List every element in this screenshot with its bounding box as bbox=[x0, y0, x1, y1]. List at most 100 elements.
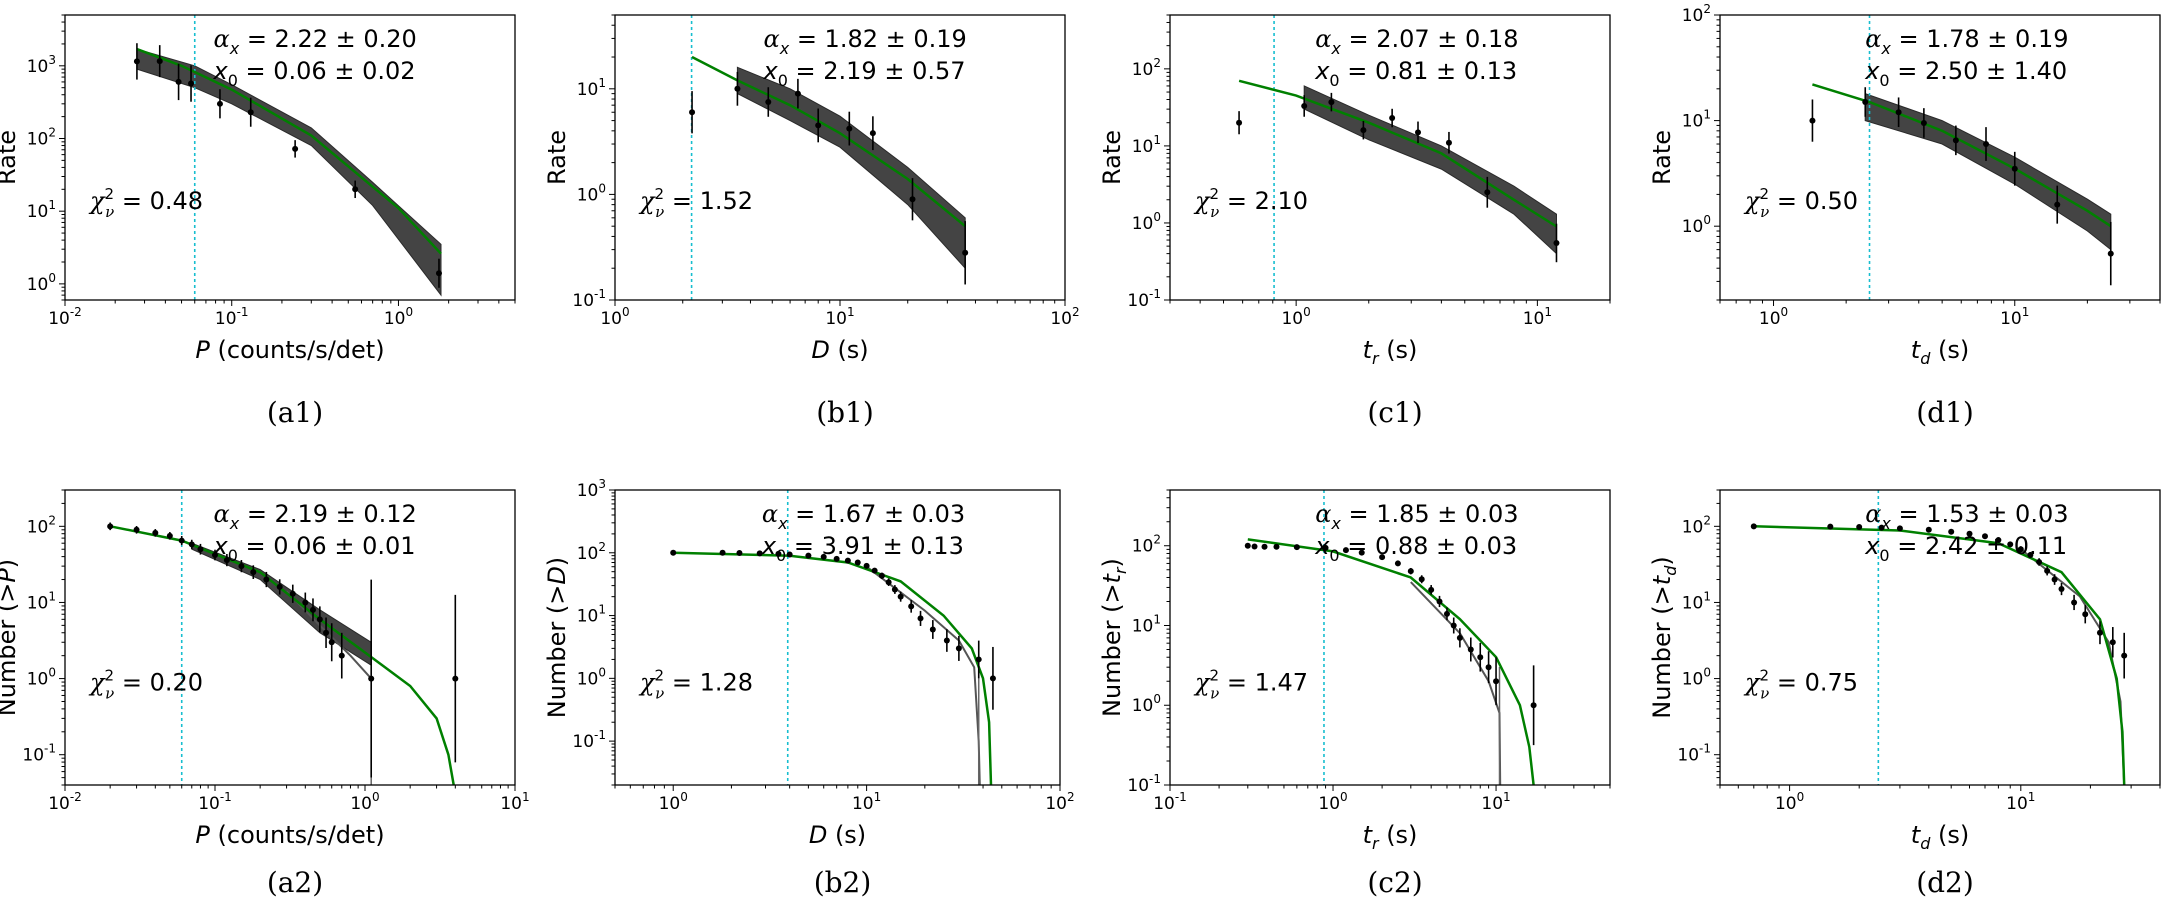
panel-a2-chi2-annotation: χ2 ν = 0.20 bbox=[88, 667, 203, 703]
panel-a2-model-line bbox=[109, 525, 455, 785]
panel-c1-y-tick-label: 10-1 bbox=[1127, 287, 1161, 311]
panel-a2-y-tick-label: 100 bbox=[27, 666, 56, 690]
panel-a1-x-tick-label: 10-1 bbox=[215, 305, 249, 329]
panel-c2-data-point bbox=[1379, 554, 1386, 561]
panel-d1-data-point bbox=[1983, 141, 1990, 148]
panel-b1-y-tick-label: 100 bbox=[577, 181, 606, 205]
panel-d1-x-tick-label: 101 bbox=[2000, 305, 2029, 329]
panel-a1-data-point bbox=[292, 145, 299, 152]
panel-b2-frame bbox=[614, 489, 1061, 786]
panel-a2-y-axis-label: Number (>P) bbox=[0, 559, 21, 716]
panel-c1-x-axis-label: tr (s) bbox=[1363, 336, 1418, 368]
panel-d2-data-point bbox=[2058, 586, 2065, 593]
panel-a1-x0-annotation: x0 = 0.06 ± 0.02 bbox=[213, 57, 416, 90]
panel-b2-data-point bbox=[989, 675, 996, 682]
panel-d1-caption: (d1) bbox=[1916, 396, 1974, 429]
panel-a1-frame bbox=[64, 14, 516, 301]
panel-d2-x0-annotation: x0 = 2.42 ± 0.11 bbox=[1864, 532, 2067, 565]
panel-a2-data-point bbox=[197, 546, 204, 553]
panel-b2-data-point bbox=[670, 549, 677, 556]
panel-b1-y-tick-label: 101 bbox=[577, 76, 606, 100]
panel-a2-data-point bbox=[289, 590, 296, 597]
panel-b2-y-tick-label: 101 bbox=[577, 603, 606, 627]
panel-d2-data-point bbox=[2027, 552, 2034, 559]
panel-a2-gray-model-line bbox=[285, 590, 372, 680]
panel-b1-data-point bbox=[689, 109, 696, 116]
panel-a2-data-point bbox=[316, 616, 323, 623]
panel-d2: 100 101 10-1 100 101 102 td (s) Number (>td) αx … bbox=[1648, 489, 2161, 899]
panel-b1-x0-annotation: x0 = 2.19 ± 0.57 bbox=[763, 57, 966, 90]
panel-c1-y-tick-label: 101 bbox=[1132, 133, 1161, 157]
panel-d1-alpha-annotation: αx = 1.78 ± 0.19 bbox=[1865, 25, 2068, 58]
panel-d2-data-point bbox=[2109, 639, 2116, 646]
panel-c2-y-tick-label: 10-1 bbox=[1127, 772, 1161, 796]
panel-b1-data-point bbox=[765, 99, 772, 106]
panel-c2-y-tick-label: 102 bbox=[1132, 533, 1161, 557]
panel-b1-data-point bbox=[794, 90, 801, 97]
panel-d2-y-tick-label: 101 bbox=[1682, 589, 1711, 613]
panel-c1-model-line bbox=[1238, 79, 1558, 228]
panel-b2-x0-annotation: x0 = 3.91 ± 0.13 bbox=[761, 532, 964, 565]
panel-d1: 100 101 100 101 102 td (s) Rate αx = 1.78 ± 0.1… bbox=[1648, 2, 2161, 429]
panel-d1-frame bbox=[1719, 14, 2161, 301]
panel-c2-y-axis-label: Number (>tr) bbox=[1098, 558, 1130, 717]
panel-b1-alpha-annotation: αx = 1.82 ± 0.19 bbox=[764, 25, 967, 58]
panel-a2-x-tick-label: 10-1 bbox=[198, 790, 232, 814]
panel-c2-data-point bbox=[1450, 622, 1457, 629]
panel-b2-data-point bbox=[863, 562, 870, 569]
panel-d2-y-tick-label: 102 bbox=[1682, 513, 1711, 537]
panel-a1-y-tick-label: 100 bbox=[27, 271, 56, 295]
panel-d2-data-point bbox=[1948, 528, 1955, 535]
panel-d2-x-tick-label: 101 bbox=[2006, 790, 2035, 814]
panel-b1-data-point bbox=[962, 249, 969, 256]
panel-d2-data-point bbox=[2017, 546, 2024, 553]
panel-b2-data-point bbox=[756, 550, 763, 557]
panel-b2-data-point bbox=[786, 551, 793, 558]
panel-c1-data-point bbox=[1484, 189, 1491, 196]
panel-a2-data-point bbox=[107, 523, 114, 530]
panel-a2-x-tick-label: 100 bbox=[350, 790, 379, 814]
panel-c2-data-point bbox=[1342, 547, 1349, 554]
panel-d2-frame bbox=[1719, 489, 2161, 786]
panel-d1-data-point bbox=[1809, 117, 1816, 124]
panel-d2-data-point bbox=[2096, 629, 2103, 636]
panel-c2-data-point bbox=[1493, 678, 1500, 685]
panel-a2-data-point bbox=[133, 526, 140, 533]
panel-c1-caption: (c1) bbox=[1367, 396, 1422, 429]
panel-a2-confidence-band bbox=[191, 542, 372, 667]
panel-b1-model-line bbox=[691, 55, 966, 228]
panel-a1: 10-2 10-1 100 100 101 102 103 P (counts/s/det) R… bbox=[0, 14, 516, 429]
panel-b2-data-point bbox=[844, 557, 851, 564]
panel-b1-data-point bbox=[846, 125, 853, 132]
panel-b2-chi2-annotation: χ2 ν = 1.28 bbox=[638, 667, 753, 703]
panel-b2-data-point bbox=[871, 567, 878, 574]
panel-a1-data-point bbox=[175, 78, 182, 85]
panel-c2-data-point bbox=[1428, 586, 1435, 593]
panel-c2-data-point bbox=[1485, 664, 1492, 671]
panel-d2-data-point bbox=[1995, 537, 2002, 544]
panel-a2-data-point bbox=[328, 639, 335, 646]
panel-a2-data-point bbox=[178, 537, 185, 544]
panel-a1-data-point bbox=[216, 100, 223, 107]
panel-b2-data-point bbox=[736, 550, 743, 557]
panel-b2-data-point bbox=[854, 559, 861, 566]
panel-a2-data-point bbox=[302, 599, 309, 606]
panel-b1-y-axis-label: Rate bbox=[543, 130, 571, 185]
panel-a2-x-tick-label: 10-2 bbox=[48, 790, 82, 814]
panel-b1-chi2-annotation: χ2 ν = 1.52 bbox=[638, 185, 753, 221]
panel-a2-data-point bbox=[452, 675, 459, 682]
panel-a1-data-point bbox=[188, 80, 195, 87]
panel-a2-y-tick-label: 10-1 bbox=[22, 742, 56, 766]
panel-d2-data-point bbox=[2044, 567, 2051, 574]
panel-a1-plot-area bbox=[133, 15, 442, 300]
panel-c2-y-tick-label: 100 bbox=[1132, 692, 1161, 716]
panel-d2-data-point bbox=[1925, 526, 1932, 533]
panel-a2-data-point bbox=[276, 583, 283, 590]
panel-c1-data-point bbox=[1389, 115, 1396, 122]
panel-d2-data-point bbox=[2036, 558, 2043, 565]
panel-d2-y-tick-label: 100 bbox=[1682, 666, 1711, 690]
panel-d2-data-point bbox=[2071, 599, 2078, 606]
panel-c1-x-tick-label: 101 bbox=[1523, 305, 1552, 329]
panel-c2-data-point bbox=[1467, 646, 1474, 653]
